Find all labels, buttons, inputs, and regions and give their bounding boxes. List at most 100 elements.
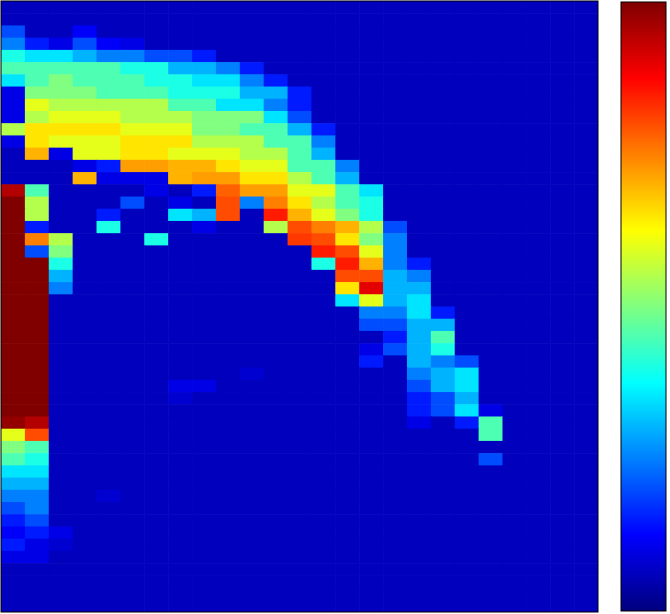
heatmap-cell <box>455 416 479 429</box>
heatmap-cell <box>335 13 359 26</box>
heatmap-cell <box>526 319 550 332</box>
heatmap-cell <box>383 404 407 417</box>
heatmap-cell <box>97 38 121 51</box>
heatmap-cell <box>168 453 192 466</box>
heatmap-cell <box>383 355 407 368</box>
heatmap-cell <box>240 478 264 491</box>
heatmap-cell <box>455 453 479 466</box>
heatmap-cell <box>407 331 431 344</box>
heatmap-cell <box>168 551 192 564</box>
heatmap-cell <box>311 233 335 246</box>
heatmap-cell <box>550 99 574 112</box>
heatmap-cell <box>192 197 216 210</box>
heatmap-cell <box>288 25 312 38</box>
heatmap-cell <box>168 514 192 527</box>
heatmap-cell <box>288 575 312 588</box>
heatmap-cell <box>168 1 192 14</box>
heatmap-cell <box>479 551 503 564</box>
heatmap-cell <box>288 526 312 539</box>
heatmap-cell <box>455 404 479 417</box>
heatmap-cell <box>97 478 121 491</box>
heatmap-cell <box>216 209 240 222</box>
heatmap-cell <box>311 600 335 612</box>
heatmap-cell <box>73 1 97 14</box>
heatmap-cell <box>359 135 383 148</box>
heatmap-cell <box>25 380 49 393</box>
heatmap-cell <box>455 282 479 295</box>
heatmap-cell <box>383 331 407 344</box>
heatmap-cell <box>168 13 192 26</box>
heatmap-cell <box>144 416 168 429</box>
heatmap-cell <box>407 209 431 222</box>
heatmap-cell <box>311 368 335 381</box>
heatmap-cell <box>455 307 479 320</box>
heatmap-cell <box>25 307 49 320</box>
heatmap-cell <box>192 392 216 405</box>
heatmap-cell <box>431 343 455 356</box>
heatmap-cell <box>431 575 455 588</box>
heatmap-cell <box>1 575 25 588</box>
heatmap-cell <box>526 368 550 381</box>
heatmap-cell <box>1 319 25 332</box>
heatmap-cell <box>1 87 25 100</box>
heatmap-cell <box>216 575 240 588</box>
heatmap-cell <box>73 563 97 576</box>
heatmap-cell <box>335 551 359 564</box>
heatmap-cell <box>240 135 264 148</box>
heatmap-cell <box>192 380 216 393</box>
heatmap-cell <box>264 50 288 63</box>
heatmap-cell <box>216 258 240 271</box>
heatmap-cell <box>574 307 598 320</box>
heatmap-cell <box>216 233 240 246</box>
heatmap-cell <box>264 99 288 112</box>
heatmap-cell <box>120 62 144 75</box>
heatmap-cell <box>216 307 240 320</box>
heatmap-cell <box>288 307 312 320</box>
heatmap-cell <box>25 404 49 417</box>
heatmap-cell <box>120 38 144 51</box>
heatmap-cell <box>359 563 383 576</box>
heatmap-cell <box>311 99 335 112</box>
heatmap-cell <box>455 380 479 393</box>
heatmap-cell <box>288 465 312 478</box>
heatmap-cell <box>120 502 144 515</box>
heatmap-cell <box>49 490 73 503</box>
heatmap-cell <box>288 380 312 393</box>
heatmap-cell <box>288 551 312 564</box>
heatmap-cell <box>455 465 479 478</box>
heatmap-cell <box>502 331 526 344</box>
heatmap-cell <box>144 563 168 576</box>
heatmap-cell <box>407 38 431 51</box>
heatmap-cell <box>1 99 25 112</box>
heatmap-cell <box>168 429 192 442</box>
heatmap-cell <box>25 209 49 222</box>
heatmap-cell <box>1 563 25 576</box>
heatmap-cell <box>550 453 574 466</box>
heatmap-cell <box>526 38 550 51</box>
heatmap-cell <box>311 319 335 332</box>
heatmap-cell <box>526 87 550 100</box>
heatmap-cell <box>73 453 97 466</box>
heatmap-cell <box>574 197 598 210</box>
heatmap-cell <box>288 258 312 271</box>
heatmap-cell <box>455 233 479 246</box>
heatmap-cell <box>288 368 312 381</box>
heatmap-cell <box>120 87 144 100</box>
heatmap-cell <box>407 258 431 271</box>
heatmap-cell <box>407 197 431 210</box>
heatmap-cell <box>383 221 407 234</box>
heatmap-cell <box>502 148 526 161</box>
heatmap-cell <box>479 135 503 148</box>
heatmap-cell <box>240 404 264 417</box>
heatmap-cell <box>479 160 503 173</box>
heatmap-cell <box>550 135 574 148</box>
heatmap-cell <box>73 184 97 197</box>
heatmap-cell <box>168 575 192 588</box>
heatmap-cell <box>168 502 192 515</box>
heatmap-cell <box>192 1 216 14</box>
heatmap-cell <box>550 319 574 332</box>
heatmap-cell <box>335 25 359 38</box>
heatmap-cell <box>73 87 97 100</box>
heatmap-cell <box>550 465 574 478</box>
heatmap-cell <box>1 343 25 356</box>
